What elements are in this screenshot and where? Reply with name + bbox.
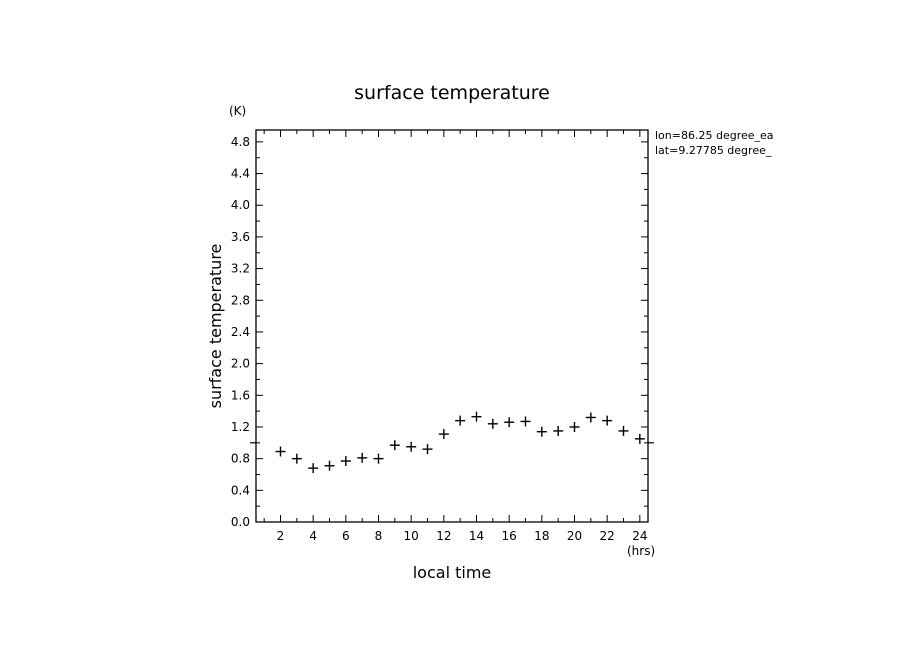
data-point [487,418,498,429]
data-point [389,440,400,451]
data-point [422,444,433,455]
data-point [275,446,286,457]
y-tick-label: 3.2 [231,262,250,276]
data-point [291,453,302,464]
y-tick-label: 4.4 [231,167,250,181]
x-tick-label: 12 [436,529,451,543]
data-point [520,416,531,427]
data-point [471,411,482,422]
y-unit-label: (K) [229,104,246,118]
data-point [569,421,580,432]
data-point [340,456,351,467]
data-point [585,412,596,423]
x-tick-label: 10 [404,529,419,543]
data-point [455,415,466,426]
y-tick-label: 0.0 [231,515,250,529]
y-tick-label: 2.8 [231,293,250,307]
x-tick-label: 8 [375,529,383,543]
data-points [275,411,645,474]
y-tick-label: 1.6 [231,388,250,402]
x-tick-label: 20 [567,529,582,543]
x-tick-label: 2 [277,529,285,543]
chart-title: surface temperature [354,82,550,104]
y-tick-label: 3.6 [231,230,250,244]
data-point [438,429,449,440]
data-point [324,460,335,471]
data-point [308,463,319,474]
y-tick-label: 4.0 [231,198,250,212]
x-tick-label: 24 [632,529,647,543]
x-unit-label: (hrs) [627,544,655,558]
data-point [504,417,515,428]
annotation-lon: lon=86.25 degree_ea [655,129,774,142]
x-tick-label: 16 [502,529,517,543]
y-tick-label: 0.8 [231,452,250,466]
x-tick-label: 22 [600,529,615,543]
y-tick-label: 1.2 [231,420,250,434]
x-tick-label: 14 [469,529,484,543]
y-axis: 0.0 0.4 0.8 1.2 1.6 2.0 2.4 2.8 3.2 3.6 4.0 4.4 4.8 [231,135,648,529]
y-axis-label: surface temperature [206,244,225,409]
y-tick-label: 0.4 [231,483,250,497]
plot-frame [255,129,649,523]
x-axis: 2 4 6 8 10 12 14 16 18 20 22 24 [263,130,647,543]
data-point [553,425,564,436]
data-point [634,433,645,444]
annotation-lat: lat=9.27785 degree_ [655,144,772,157]
x-tick-label: 6 [342,529,350,543]
data-point [536,426,547,437]
x-axis-label: local time [413,563,492,582]
x-tick-label: 18 [534,529,549,543]
data-point [406,441,417,452]
data-point [618,425,629,436]
x-tick-label: 4 [309,529,317,543]
y-tick-label: 4.8 [231,135,250,149]
y-tick-label: 2.4 [231,325,250,339]
y-tick-label: 2.0 [231,357,250,371]
data-point [373,453,384,464]
data-point [602,415,613,426]
data-point [357,452,368,463]
